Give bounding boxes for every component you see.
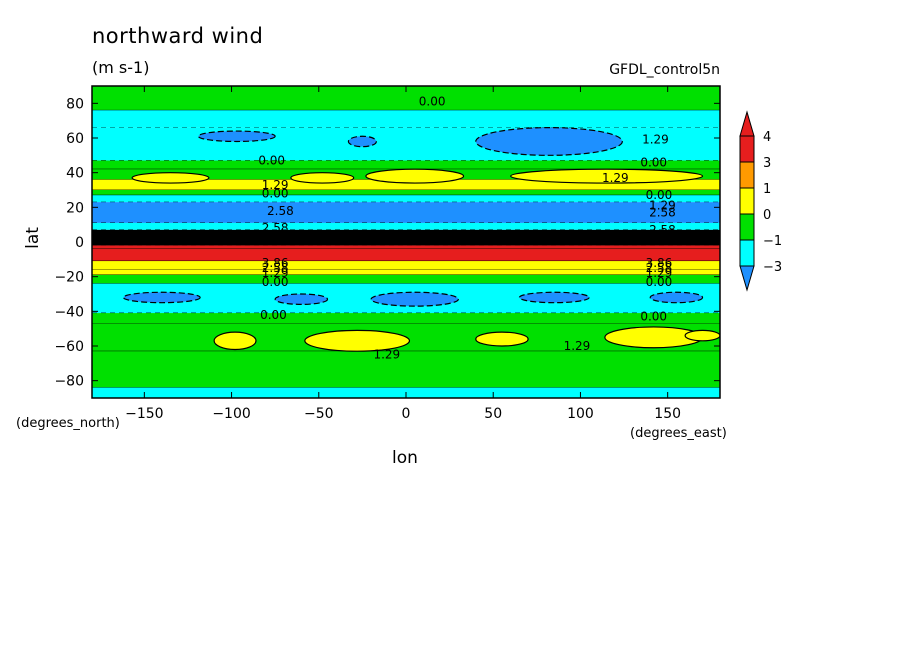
- contour-blob: [365, 168, 465, 184]
- colorbar-tick-label: 4: [763, 130, 771, 145]
- axes-layer: −150 −100 −50 0 50 100 150 −80 −60 −40 −20 0 20 40 60 8…: [54, 86, 720, 422]
- zonal-band: [92, 313, 720, 324]
- contour-value-label: 2.58: [267, 204, 294, 218]
- x-tick-label: 150: [654, 406, 681, 422]
- contour-value-label: 0.00: [262, 275, 289, 289]
- contour-value-label: 1.29: [373, 348, 400, 362]
- y-tick-label: −80: [54, 374, 84, 390]
- y-tick-label: −40: [54, 304, 84, 320]
- contour-value-label: 2.58: [262, 221, 289, 235]
- contour-blob: [122, 291, 201, 304]
- contour-blob: [290, 172, 355, 184]
- contour-value-label: 1.29: [642, 133, 669, 147]
- colorbar-segment: [739, 239, 755, 267]
- y-tick-label: 60: [66, 131, 84, 147]
- y-tick-label: 0: [75, 235, 84, 251]
- x-tick-label: 0: [402, 406, 411, 422]
- zonal-band: [92, 269, 720, 275]
- contour-value-label: 1.29: [262, 178, 289, 192]
- x-tick-label: −100: [212, 406, 250, 422]
- contour-blob: [304, 329, 411, 352]
- contour-blob: [475, 126, 623, 156]
- contour-value-label: 1.29: [262, 266, 289, 280]
- zonal-band: [92, 195, 720, 203]
- contour-blob: [274, 293, 329, 305]
- colorbar-segment: [739, 213, 755, 241]
- contour-blob: [370, 291, 459, 307]
- zonal-band: [92, 202, 720, 223]
- contour-value-label: 2.58: [646, 261, 673, 275]
- contour-value-label: 2.58: [649, 206, 676, 220]
- contour-value-label: 2.58: [262, 261, 289, 275]
- y-tick-label: −60: [54, 339, 84, 355]
- contour-value-label: 1.29: [649, 199, 676, 213]
- contour-value-label: 1.29: [646, 266, 673, 280]
- contour-value-label: 0.00: [258, 154, 285, 168]
- x-tick-label: 50: [484, 406, 502, 422]
- contour-blob: [510, 168, 704, 184]
- zonal-band: [92, 222, 720, 230]
- x-tick-label: −150: [125, 406, 163, 422]
- colorbar-tick-label: −1: [763, 234, 782, 249]
- chart-title: northward wind: [92, 24, 264, 48]
- contour-value-label: 0.00: [646, 275, 673, 289]
- contour-blob: [475, 331, 529, 347]
- x-tick-label: −50: [304, 406, 334, 422]
- dataset-name: GFDL_control5n: [609, 62, 720, 78]
- contour-value-label: 0.00: [640, 155, 667, 169]
- colorbar: 4 3 1 0 −1 −3: [739, 110, 782, 292]
- zonal-band: [92, 351, 720, 388]
- contour-label-layer: 0.001.290.00 0.001.29 1.290.00 0.002.58 2.58…: [258, 95, 675, 362]
- contour-value-label: 0.00: [419, 95, 446, 109]
- contour-blob: [684, 329, 720, 342]
- contour-value-label: 0.00: [640, 310, 667, 324]
- y-tick-label: 40: [66, 166, 84, 182]
- contour-blob: [197, 130, 276, 143]
- zonal-band: [92, 110, 720, 128]
- zonal-band: [92, 190, 720, 196]
- contour-blob: [649, 291, 704, 304]
- zonal-band: [92, 127, 720, 161]
- x-axis-label: lon: [392, 448, 418, 468]
- colorbar-extend-min: [739, 265, 755, 292]
- contour-value-label: 0.00: [260, 308, 287, 322]
- contour-value-label: 1.29: [602, 171, 629, 185]
- contour-fill-layer: [92, 86, 720, 398]
- colorbar-tick-label: 3: [763, 156, 771, 171]
- contour-value-label: 0.00: [646, 188, 673, 202]
- x-axis-units: (degrees_east): [630, 426, 727, 441]
- colorbar-segment: [739, 135, 755, 163]
- zonal-band: [92, 261, 720, 270]
- contour-value-label: 3.86: [262, 256, 289, 270]
- y-tick-label: −20: [54, 270, 84, 286]
- y-axis-units: (degrees_north): [16, 416, 120, 431]
- y-tick-label: 80: [66, 96, 84, 112]
- contour-blob: [518, 291, 590, 304]
- zonal-band: [92, 274, 720, 284]
- colorbar-extend-max: [739, 110, 755, 137]
- zonal-band: [92, 160, 720, 170]
- contour-value-label: 0.00: [262, 186, 289, 200]
- contour-blob: [213, 331, 257, 351]
- contour-blob: [131, 172, 210, 184]
- chart-units: (m s-1): [92, 58, 150, 77]
- colorbar-segment: [739, 187, 755, 215]
- zonal-band: [92, 179, 720, 190]
- x-tick-label: 100: [567, 406, 594, 422]
- colorbar-tick-label: 1: [763, 182, 771, 197]
- y-tick-label: 20: [66, 200, 84, 216]
- zonal-band: [92, 229, 720, 246]
- colorbar-tick-label: −3: [763, 260, 782, 275]
- colorbar-tick-label: 0: [763, 208, 771, 223]
- colorbar-segment: [739, 161, 755, 189]
- contour-value-label: 3.86: [646, 256, 673, 270]
- zonal-band: [92, 245, 720, 249]
- contour-value-label: 1.29: [564, 339, 591, 353]
- contour-blob: [347, 135, 377, 148]
- contour-value-label: 2.58: [649, 223, 676, 237]
- zonal-band: [92, 248, 720, 262]
